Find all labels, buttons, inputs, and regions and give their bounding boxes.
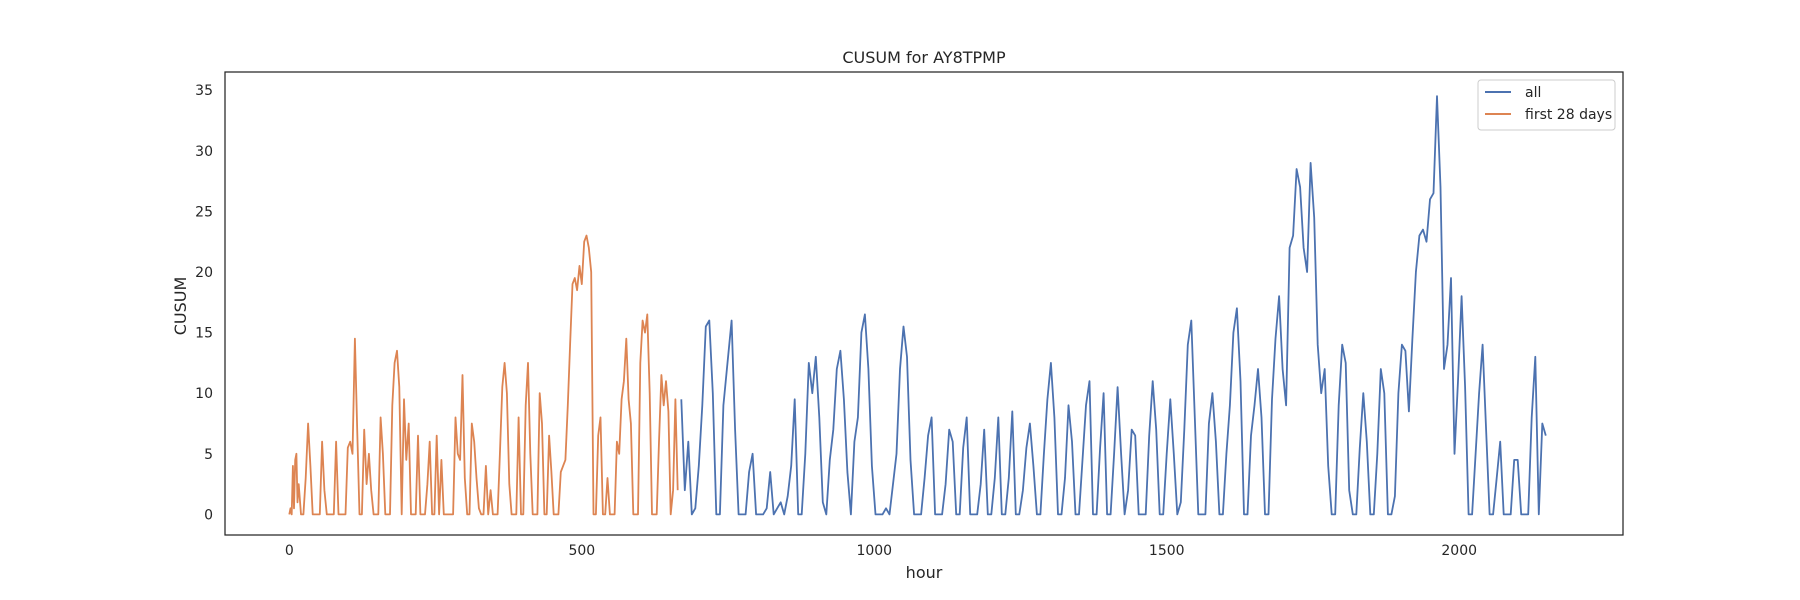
y-tick-label: 5: [204, 447, 213, 463]
y-tick-label: 20: [195, 265, 213, 281]
plot-area-frame: [224, 71, 1624, 536]
legend-label-first-28-days: first 28 days: [1525, 107, 1612, 123]
y-axis-label: CUSUM: [171, 277, 190, 336]
series-line-all: [680, 95, 1547, 516]
legend-label-all: all: [1525, 85, 1541, 101]
x-tick-label: 2000: [1441, 543, 1477, 559]
y-tick-label: 0: [204, 507, 213, 523]
y-tick-label: 15: [195, 326, 213, 342]
series-line-first-28-days: [288, 234, 679, 516]
x-tick-label: 1500: [1149, 543, 1185, 559]
legend-box: [1477, 79, 1616, 131]
y-tick-label: 30: [195, 144, 213, 160]
x-axis-ticks: 0 500 1000 1500 2000: [285, 543, 1477, 559]
x-tick-label: 0: [285, 543, 294, 559]
legend: all first 28 days: [1477, 79, 1616, 131]
y-tick-label: 25: [195, 204, 213, 220]
y-axis-ticks: 0 5 10 15 20 25 30 35: [195, 83, 213, 523]
x-tick-label: 500: [568, 543, 595, 559]
x-tick-label: 1000: [856, 543, 892, 559]
chart-title: CUSUM for AY8TPMP: [842, 48, 1006, 67]
y-tick-label: 35: [195, 83, 213, 99]
x-axis-label: hour: [906, 563, 943, 582]
y-tick-label: 10: [195, 386, 213, 402]
series-layer: [288, 95, 1547, 516]
